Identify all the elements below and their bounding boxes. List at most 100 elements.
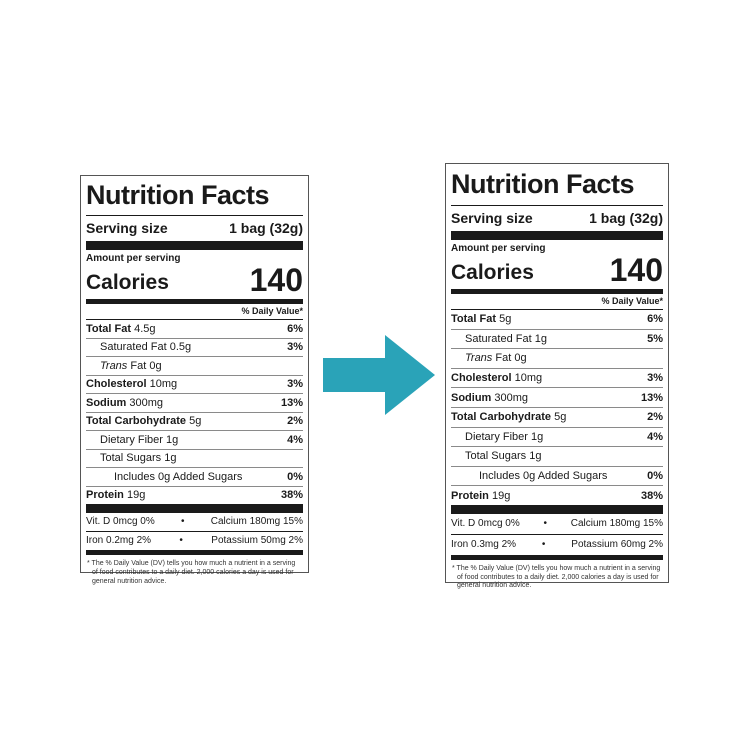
nutrient-pct: 4% [647, 430, 663, 443]
nutrient-name: Total Fat [451, 313, 497, 326]
vitamin-row-2: Iron 0.3mg 2% • Potassium 60mg 2% [451, 535, 663, 555]
nutrient-pct: 0% [287, 470, 303, 483]
nutrient-amount: 5g [189, 415, 202, 428]
nutrient-pct: 6% [647, 313, 663, 326]
nutrient-amount: 300mg [129, 396, 164, 409]
nutrient-name: Total Fat [86, 322, 132, 335]
nutrient-name: Fat [130, 359, 147, 372]
arrow-shape [323, 335, 435, 415]
serving-size-row: Serving size 1 bag (32g) [86, 216, 303, 241]
nutrient-row-total-sugars: Total Sugars 1g [451, 446, 663, 466]
nutrient-row-sodium: Sodium 300mg 13% [86, 393, 303, 412]
nutrient-name: Total Sugars [465, 450, 527, 463]
nutrient-name: Protein [451, 489, 489, 502]
nutrient-pct: 38% [640, 489, 663, 502]
thick-divider [86, 504, 303, 513]
nutrition-label-before: Nutrition Facts Serving size 1 bag (32g)… [80, 175, 309, 585]
right-arrow-icon [323, 335, 435, 415]
nutrient-amount: 1g [531, 430, 544, 443]
footnote: * The % Daily Value (DV) tells you how m… [452, 564, 661, 590]
nutrient-row-added-sugars: Includes 0g Added Sugars 0% [86, 467, 303, 486]
nutrient-name: Protein [86, 489, 124, 502]
calcium: Calcium 180mg 15% [210, 516, 303, 527]
vitamin-row-1: Vit. D 0mcg 0% • Calcium 180mg 15% [86, 513, 303, 531]
nutrient-amount: 0g [514, 352, 527, 365]
nutrient-name: Cholesterol [86, 378, 147, 391]
bullet: • [541, 538, 546, 550]
serving-size-label: Serving size [86, 220, 168, 236]
nutrient-name-italic: Trans [100, 359, 128, 372]
nutrient-row-sodium: Sodium 300mg 13% [451, 387, 663, 407]
nutrient-amount: 1g [529, 450, 542, 463]
nutrient-pct: 2% [647, 411, 663, 424]
serving-size-row: Serving size 1 bag (32g) [451, 206, 663, 231]
nutrient-row-saturated-fat: Saturated Fat 1g 5% [451, 328, 663, 349]
nutrient-name: Saturated Fat [465, 332, 532, 345]
calories-label: Calories [86, 271, 169, 294]
amount-per-serving: Amount per serving [451, 243, 546, 254]
nutrient-amount: 1g [164, 452, 177, 465]
serving-size-value: 1 bag (32g) [589, 210, 663, 226]
divider [451, 533, 663, 535]
nutrient-name: Dietary Fiber [100, 433, 163, 446]
bullet: • [180, 516, 185, 527]
thick-divider [86, 241, 303, 250]
nutrient-pct: 5% [647, 332, 663, 345]
divider [86, 531, 303, 532]
calories-value: 140 [609, 252, 663, 288]
serving-size-value: 1 bag (32g) [229, 220, 303, 236]
potassium: Potassium 50mg 2% [211, 535, 303, 546]
nutrient-row-added-sugars: Includes 0g Added Sugars 0% [451, 465, 663, 486]
nutrient-row-protein: Protein 19g 38% [451, 485, 663, 505]
nutrient-row-total-fat: Total Fat 5g 6% [451, 310, 663, 329]
label-title: Nutrition Facts [86, 180, 270, 210]
nutrient-row-protein: Protein 19g 38% [86, 485, 303, 505]
nutrient-amount: 5g [499, 313, 512, 326]
nutrient-name-italic: Trans [465, 352, 493, 365]
nutrient-row-total-carbohydrate: Total Carbohydrate 5g 2% [451, 406, 663, 427]
calcium: Calcium 180mg 15% [570, 517, 663, 529]
amount-per-serving: Amount per serving [86, 253, 181, 264]
nutrient-amount: 1g [534, 332, 547, 345]
calories-label: Calories [451, 261, 534, 284]
medium-divider [86, 550, 303, 555]
nutrient-pct: 6% [287, 322, 303, 335]
bullet: • [179, 535, 183, 546]
nutrient-pct: 0% [647, 470, 663, 483]
nutrient-name: Fat [495, 352, 512, 365]
nutrient-pct: 2% [287, 415, 303, 428]
divider [86, 319, 303, 320]
nutrient-amount: 5g [554, 411, 567, 424]
nutrient-amount: 19g [491, 489, 511, 502]
nutrient-row-cholesterol: Cholesterol 10mg 3% [451, 367, 663, 388]
label-title: Nutrition Facts [451, 169, 635, 199]
vitamin-d: Vit. D 0mcg 0% [451, 517, 520, 529]
nutrient-pct: 13% [640, 391, 663, 404]
nutrient-amount: 0.5g [169, 341, 192, 354]
nutrient-name: Includes 0g Added Sugars [479, 470, 608, 483]
nutrient-amount: 1g [166, 433, 179, 446]
nutrient-amount: 0g [149, 359, 162, 372]
medium-divider [86, 299, 303, 304]
nutrient-row-cholesterol: Cholesterol 10mg 3% [86, 374, 303, 394]
divider [451, 205, 663, 206]
vitamin-row-1: Vit. D 0mcg 0% • Calcium 180mg 15% [451, 514, 663, 534]
nutrient-name: Total Carbohydrate [86, 415, 187, 428]
thick-divider [451, 231, 663, 240]
daily-value-header: % Daily Value* [241, 306, 303, 316]
nutrient-name: Dietary Fiber [465, 430, 528, 443]
footnote: * The % Daily Value (DV) tells you how m… [87, 560, 296, 585]
nutrient-amount: 10mg [514, 372, 543, 385]
nutrient-amount: 4.5g [134, 322, 156, 335]
nutrient-row-trans-fat: Trans Fat 0g [86, 356, 303, 375]
nutrient-row-total-carbohydrate: Total Carbohydrate 5g 2% [86, 411, 303, 431]
divider [451, 309, 663, 310]
calories-value: 140 [249, 262, 303, 298]
nutrient-name: Includes 0g Added Sugars [114, 470, 243, 483]
nutrient-row-saturated-fat: Saturated Fat 0.5g 3% [86, 337, 303, 357]
nutrient-row-total-fat: Total Fat 4.5g 6% [86, 320, 303, 338]
nutrient-name: Sodium [86, 396, 127, 409]
vitamin-row-2: Iron 0.2mg 2% • Potassium 50mg 2% [86, 532, 303, 550]
nutrient-amount: 10mg [149, 378, 178, 391]
nutrient-name: Sodium [451, 391, 492, 404]
